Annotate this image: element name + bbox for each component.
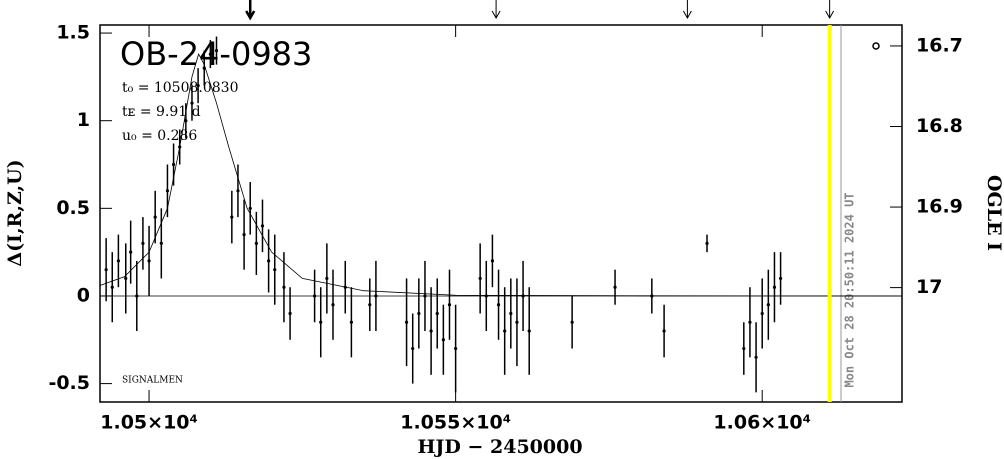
point	[742, 346, 746, 351]
x-tick-label: 1.055×10⁴	[400, 412, 511, 434]
y2-tick-label: 16.7	[916, 34, 963, 56]
point	[319, 320, 323, 324]
point	[411, 346, 415, 351]
point	[509, 311, 513, 316]
point	[705, 241, 709, 245]
point	[766, 303, 770, 307]
point	[454, 346, 458, 351]
y2-tick-label: 17	[916, 276, 942, 298]
point	[331, 303, 335, 307]
point	[129, 250, 133, 254]
point	[165, 189, 170, 193]
param: u₀ = 0.286	[122, 128, 197, 144]
point	[147, 259, 151, 263]
point	[503, 329, 507, 333]
point	[754, 355, 758, 359]
point	[417, 311, 421, 316]
point	[178, 145, 182, 149]
point	[778, 276, 783, 281]
symbol	[872, 42, 880, 50]
point	[404, 320, 409, 324]
point	[325, 276, 329, 281]
point	[662, 329, 666, 333]
point	[343, 285, 347, 289]
y-tick-label: 1	[77, 109, 90, 131]
point	[236, 189, 240, 193]
y2-tick-label: 16.8	[916, 115, 963, 137]
arrow	[245, 0, 256, 21]
point	[208, 52, 212, 56]
point	[527, 329, 531, 333]
point	[496, 303, 501, 307]
signature: SIGNALMEN	[122, 376, 183, 386]
point	[135, 294, 139, 298]
point	[521, 294, 525, 298]
point	[748, 320, 752, 324]
point	[248, 206, 252, 210]
x-axis-label: HJD − 2450000	[417, 436, 582, 458]
point	[570, 320, 574, 324]
point	[490, 259, 495, 263]
point	[273, 268, 277, 272]
y2-tick-label: 16.9	[916, 196, 963, 218]
arrow	[682, 0, 692, 20]
param: t₀ = 10508.0830	[122, 80, 238, 96]
x-tick-label: 1.05×10⁴	[100, 412, 198, 434]
date-label: Mon Oct 28 20:50:11 2024 UT	[843, 192, 857, 387]
point	[202, 66, 206, 70]
point	[435, 311, 439, 316]
point	[650, 294, 654, 298]
point	[190, 101, 194, 105]
point	[159, 241, 163, 245]
arrow	[491, 0, 501, 20]
point	[184, 119, 188, 123]
point	[423, 294, 427, 298]
point	[349, 320, 353, 324]
point	[447, 303, 452, 307]
arrow	[825, 0, 835, 20]
plot-frame	[99, 24, 903, 403]
point	[288, 311, 292, 316]
point	[267, 259, 271, 263]
point	[368, 303, 372, 307]
point	[124, 276, 128, 281]
point	[760, 311, 764, 316]
point	[230, 215, 234, 219]
point	[214, 48, 219, 53]
x-tick-label: 1.06×10⁴	[713, 412, 811, 434]
point	[260, 224, 265, 228]
point	[141, 241, 145, 245]
point	[313, 294, 317, 298]
y2-axis-label: OGLE I	[983, 175, 1004, 251]
param: tᴇ = 9.91 d	[122, 104, 201, 120]
point	[254, 241, 258, 245]
point	[478, 276, 482, 281]
point	[772, 285, 777, 289]
point	[429, 329, 433, 333]
y-tick-label: -0.5	[48, 372, 90, 394]
point	[242, 233, 246, 237]
point	[116, 259, 120, 263]
y-axis-label: Δ(I,R,Z,U)	[4, 159, 26, 266]
point	[484, 294, 488, 298]
point	[153, 215, 157, 219]
point	[110, 285, 114, 289]
point	[196, 84, 200, 88]
point	[515, 320, 519, 324]
point	[171, 162, 176, 167]
y-tick-label: 0.5	[56, 197, 90, 219]
point	[104, 268, 108, 272]
y-tick-label: 1.5	[56, 22, 90, 44]
point	[374, 294, 378, 298]
point	[282, 285, 286, 289]
y-tick-label: 0	[77, 284, 90, 306]
point	[441, 338, 445, 342]
point	[613, 285, 617, 289]
